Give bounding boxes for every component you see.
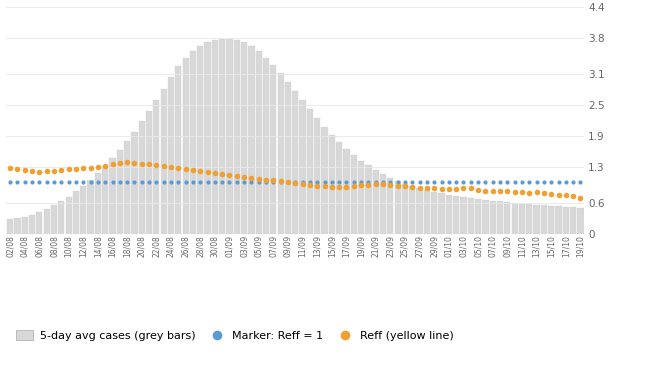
Bar bbox=[88, 180, 93, 234]
Bar bbox=[439, 193, 445, 234]
Bar bbox=[168, 77, 174, 234]
Bar bbox=[489, 201, 496, 234]
Bar bbox=[153, 100, 160, 234]
Bar bbox=[36, 212, 42, 234]
Bar bbox=[146, 111, 152, 234]
Bar bbox=[314, 118, 321, 234]
Bar bbox=[373, 170, 379, 234]
Bar bbox=[365, 165, 371, 234]
Bar bbox=[256, 51, 262, 234]
Bar bbox=[409, 186, 415, 234]
Bar bbox=[446, 195, 452, 234]
Bar bbox=[80, 186, 86, 234]
Bar bbox=[321, 127, 328, 234]
Bar bbox=[548, 206, 554, 234]
Bar bbox=[424, 191, 430, 234]
Bar bbox=[139, 122, 145, 234]
Bar bbox=[7, 219, 13, 234]
Bar bbox=[21, 216, 28, 234]
Bar bbox=[336, 142, 342, 234]
Bar bbox=[227, 39, 232, 234]
Bar bbox=[343, 149, 350, 234]
Bar bbox=[197, 46, 203, 234]
Bar bbox=[14, 218, 21, 234]
Bar bbox=[51, 205, 57, 234]
Bar bbox=[219, 39, 225, 234]
Bar bbox=[102, 166, 108, 234]
Bar bbox=[278, 73, 284, 234]
Bar bbox=[402, 184, 408, 234]
Bar bbox=[475, 199, 481, 234]
Bar bbox=[285, 82, 291, 234]
Bar bbox=[117, 150, 123, 234]
Bar bbox=[431, 192, 437, 234]
Bar bbox=[526, 204, 532, 234]
Bar bbox=[234, 40, 240, 234]
Bar bbox=[417, 188, 422, 234]
Bar bbox=[350, 155, 357, 234]
Bar bbox=[307, 109, 313, 234]
Legend: 5-day avg cases (grey bars), Marker: Reff = 1, Reff (yellow line): 5-day avg cases (grey bars), Marker: Ref… bbox=[12, 326, 458, 346]
Bar bbox=[497, 201, 503, 234]
Bar bbox=[570, 207, 576, 234]
Bar bbox=[563, 207, 569, 234]
Bar bbox=[263, 58, 269, 234]
Bar bbox=[58, 201, 64, 234]
Bar bbox=[387, 177, 393, 234]
Bar bbox=[190, 51, 196, 234]
Bar bbox=[175, 66, 182, 234]
Bar bbox=[511, 203, 518, 234]
Bar bbox=[160, 89, 167, 234]
Bar bbox=[453, 196, 459, 234]
Bar bbox=[329, 135, 335, 234]
Bar bbox=[241, 42, 247, 234]
Bar bbox=[73, 191, 79, 234]
Bar bbox=[460, 197, 467, 234]
Bar bbox=[541, 205, 547, 234]
Bar bbox=[182, 58, 189, 234]
Bar bbox=[124, 141, 130, 234]
Bar bbox=[578, 208, 583, 234]
Bar bbox=[66, 197, 72, 234]
Bar bbox=[395, 181, 401, 234]
Bar bbox=[504, 202, 510, 234]
Bar bbox=[482, 200, 489, 234]
Bar bbox=[249, 46, 254, 234]
Bar bbox=[270, 65, 276, 234]
Bar bbox=[212, 40, 218, 234]
Bar bbox=[556, 206, 561, 234]
Bar bbox=[358, 161, 364, 234]
Bar bbox=[131, 132, 138, 234]
Bar bbox=[204, 42, 211, 234]
Bar bbox=[299, 100, 306, 234]
Bar bbox=[110, 158, 116, 234]
Bar bbox=[292, 91, 299, 234]
Bar bbox=[468, 197, 474, 234]
Bar bbox=[29, 215, 35, 234]
Bar bbox=[533, 205, 540, 234]
Bar bbox=[519, 204, 525, 234]
Bar bbox=[43, 209, 50, 234]
Bar bbox=[380, 174, 386, 234]
Bar bbox=[95, 173, 101, 234]
